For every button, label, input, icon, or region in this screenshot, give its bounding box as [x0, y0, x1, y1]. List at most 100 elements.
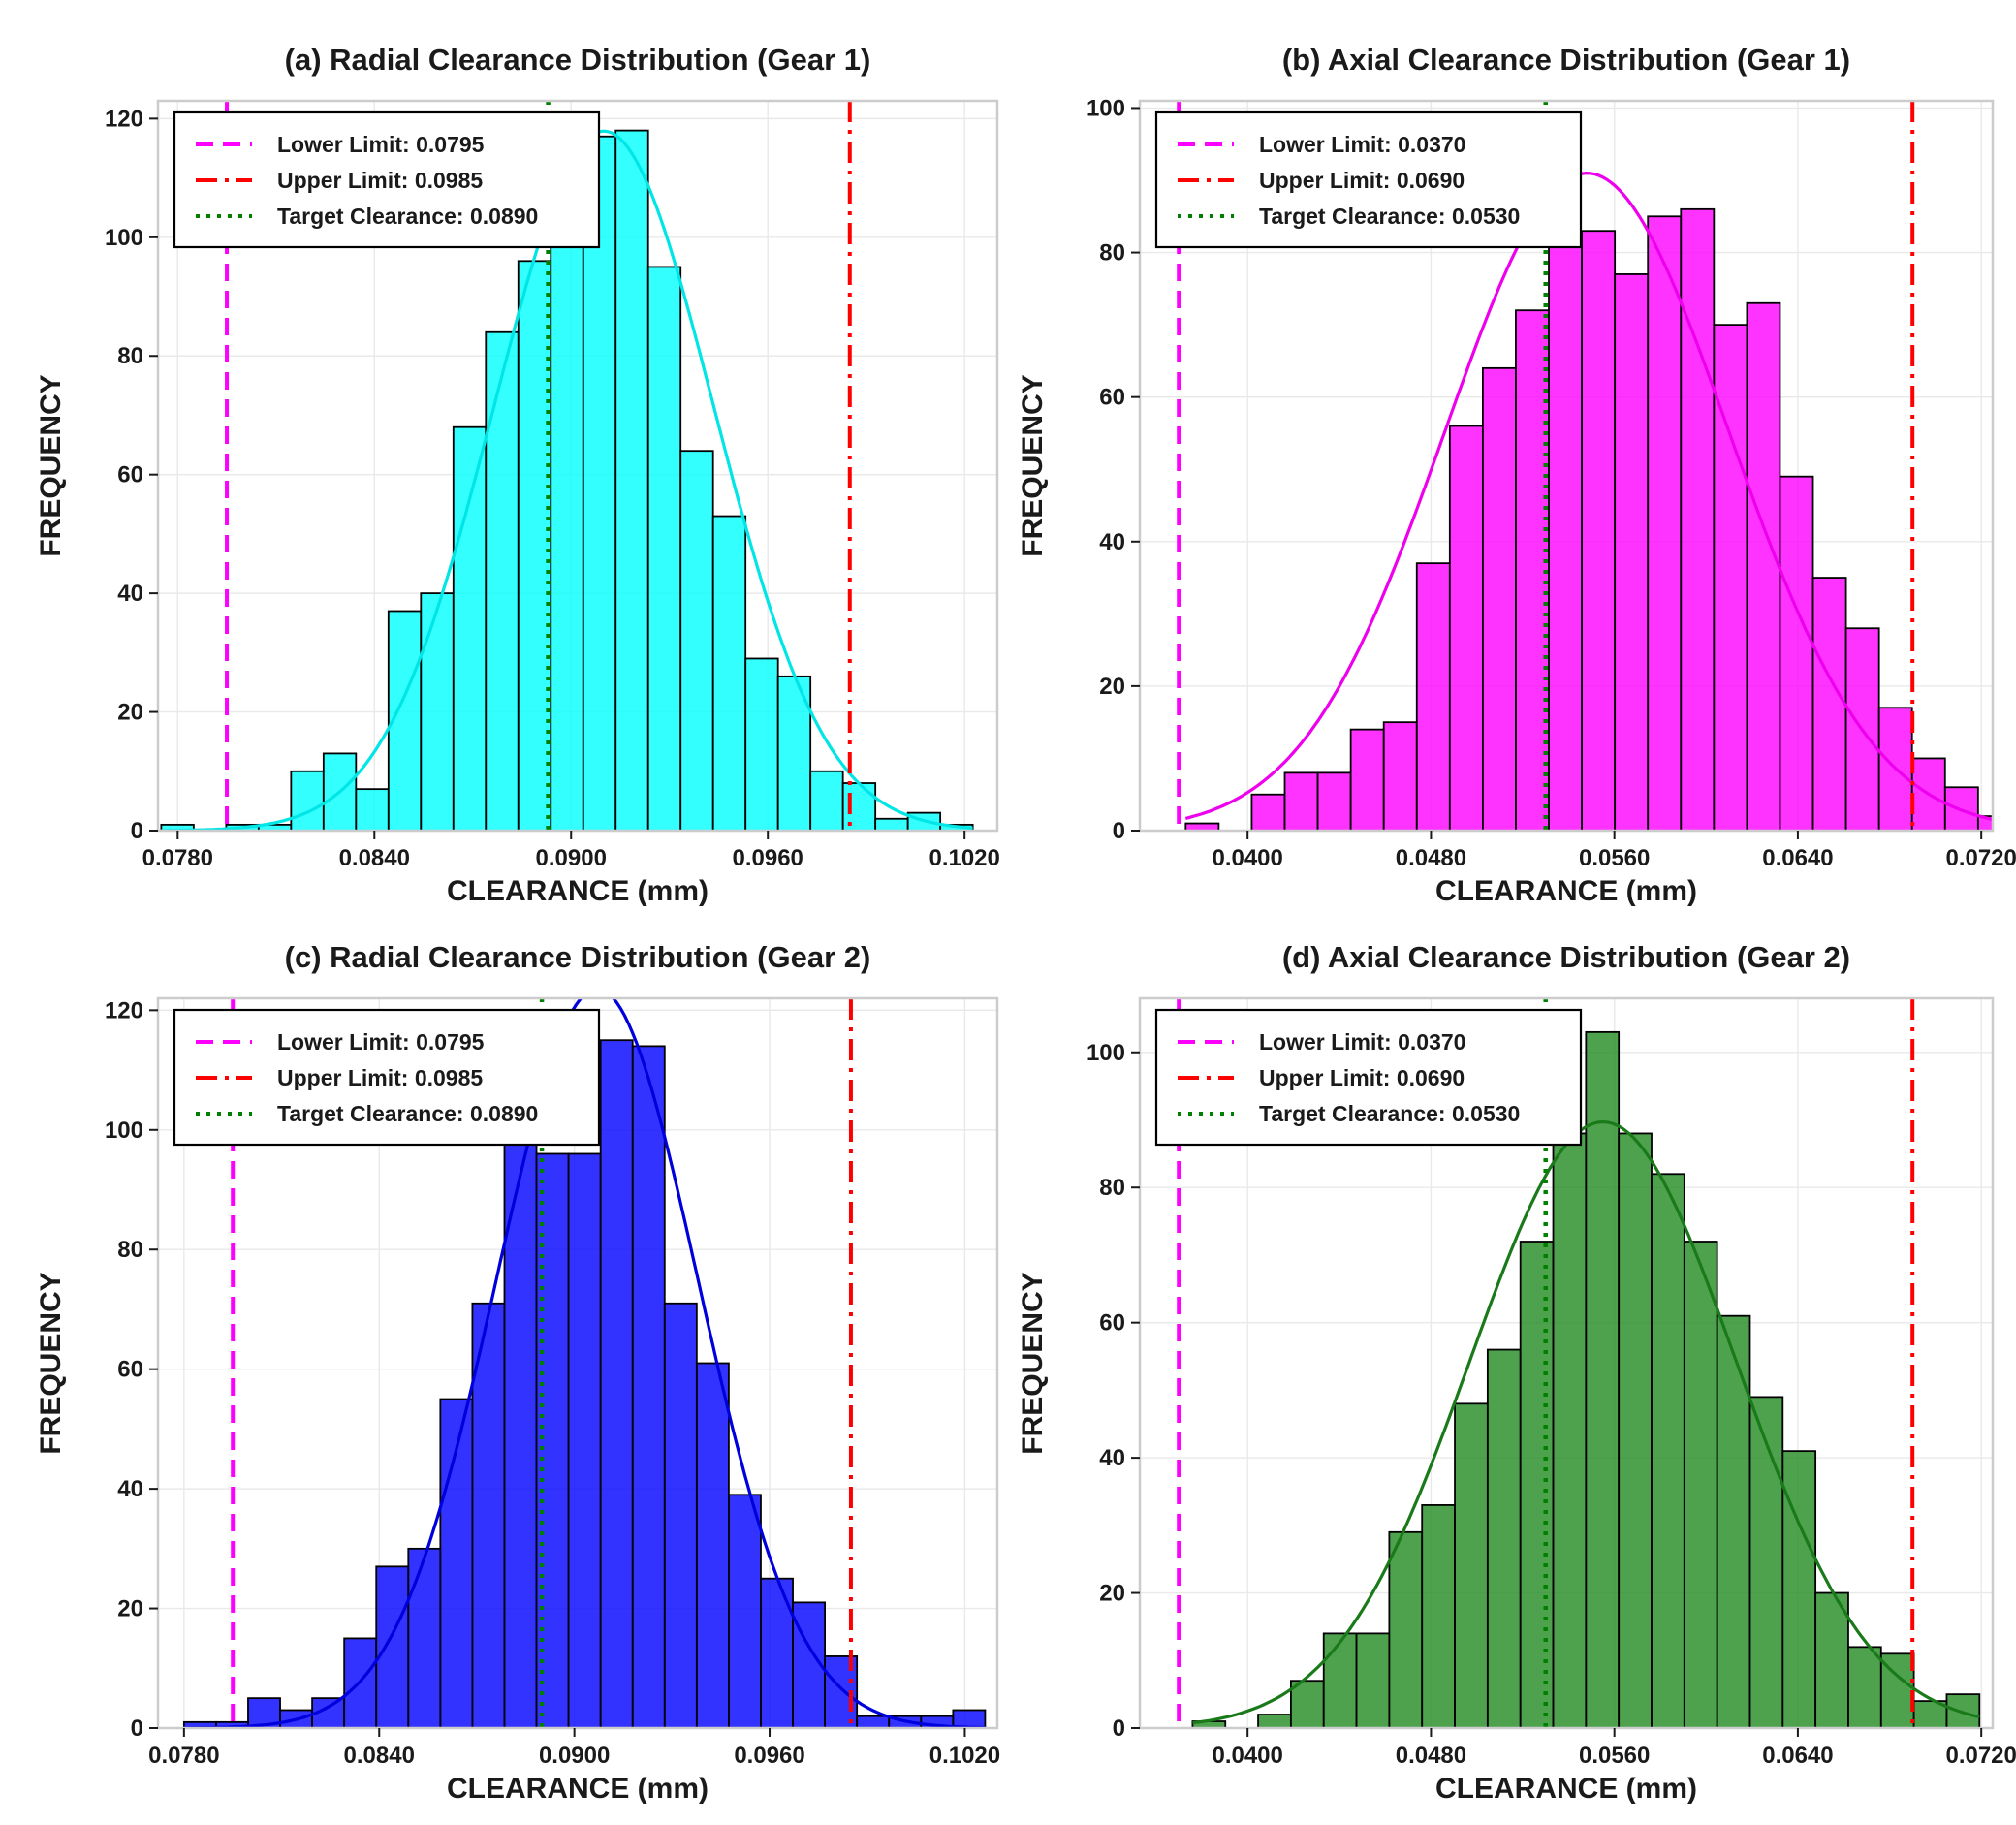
histogram-bar [375, 1565, 410, 1728]
legend-label: Upper Limit: 0.0690 [1259, 168, 1465, 193]
histogram-bar [1814, 1591, 1849, 1728]
y-tick-label: 20 [1099, 1581, 1125, 1607]
y-tick-label: 60 [117, 1357, 143, 1383]
histogram-bar [614, 129, 649, 831]
histogram-bar [290, 770, 325, 831]
legend-label: Lower Limit: 0.0795 [277, 1029, 485, 1054]
y-tick-label: 0 [1113, 1715, 1125, 1742]
histogram-bar [1322, 1632, 1358, 1728]
y-tick-label: 40 [117, 581, 143, 607]
x-tick-label: 0.0960 [734, 1743, 804, 1769]
x-tick-label: 0.0900 [536, 845, 607, 871]
histogram-bar [809, 770, 844, 831]
x-tick-label: 0.0900 [539, 1743, 610, 1769]
y-tick-label: 100 [1087, 95, 1125, 121]
panel-c: 0.0780 0.0840 0.0900 0.0960 0.1020 0 20 40 60 80 1… [35, 940, 1000, 1805]
axes-frame [156, 996, 999, 1730]
histogram-bar [420, 592, 455, 831]
y-tick-label: 0 [131, 1715, 143, 1742]
histogram-bar [1781, 1450, 1817, 1728]
y-tick-label: 20 [1099, 674, 1125, 700]
x-tick-label: 0.0640 [1762, 1743, 1833, 1769]
histogram-bar [744, 657, 779, 831]
legend-label: Upper Limit: 0.0985 [277, 168, 483, 193]
histogram-bar [1585, 1030, 1621, 1728]
legend-label: Lower Limit: 0.0370 [1259, 1029, 1465, 1054]
y-tick-label: 20 [117, 1596, 143, 1622]
x-axis-label: CLEARANCE (mm) [1435, 1773, 1697, 1805]
histogram-bar [1651, 1173, 1685, 1728]
y-tick-label: 40 [117, 1476, 143, 1502]
x-axis-label: CLEARANCE (mm) [447, 1773, 709, 1805]
y-tick-label: 60 [1099, 385, 1125, 411]
x-tick-label: 0.0960 [733, 845, 803, 871]
x-tick-label: 0.0840 [344, 1743, 415, 1769]
x-tick-label: 0.0400 [1212, 1743, 1282, 1769]
legend-label: Target Clearance: 0.0530 [1259, 204, 1520, 229]
y-tick-label: 100 [1087, 1040, 1125, 1066]
histogram-bar [695, 1362, 730, 1728]
histogram-bar [663, 1302, 698, 1728]
x-tick-label: 0.0720 [1945, 845, 2016, 871]
histogram-bar [1847, 1646, 1882, 1728]
histogram-bar [503, 1111, 538, 1728]
histogram-bar [1415, 562, 1451, 831]
histogram-bar [841, 782, 877, 831]
legend-label: Target Clearance: 0.0890 [277, 204, 538, 229]
x-tick-label: 0.0400 [1212, 845, 1282, 871]
legend-label: Upper Limit: 0.0985 [277, 1065, 483, 1090]
histogram-bar [1618, 1132, 1653, 1728]
x-tick-label: 0.0780 [148, 1743, 219, 1769]
histogram-bar [1647, 215, 1683, 831]
x-tick-label: 0.0560 [1579, 845, 1650, 871]
y-tick-label: 80 [1099, 240, 1125, 267]
histogram-bar [452, 425, 488, 831]
kde-curve [1184, 171, 1993, 822]
chart-title: (b) Axial Clearance Distribution (Gear 1… [1282, 43, 1850, 77]
x-axis-label: CLEARANCE (mm) [447, 875, 709, 907]
histogram-bar [1581, 230, 1617, 831]
histogram-bar [679, 450, 714, 831]
histogram-bar [1481, 366, 1517, 831]
histogram-bar [1421, 1504, 1456, 1728]
x-tick-label: 0.0480 [1396, 845, 1466, 871]
histogram-bar [728, 1494, 762, 1728]
histogram-bar [1349, 728, 1385, 831]
histogram-bar [1680, 207, 1716, 831]
histogram-bar [535, 1152, 570, 1728]
chart-title: (c) Radial Clearance Distribution (Gear … [285, 940, 871, 974]
histogram-bar [1250, 793, 1286, 831]
histogram-bar [1283, 771, 1319, 831]
histogram-bar [1184, 822, 1220, 831]
histogram-bar [1683, 1241, 1718, 1728]
histogram-bar [1748, 1396, 1784, 1728]
histogram-bar [1486, 1348, 1522, 1728]
y-axis-label: FREQUENCY [1017, 374, 1049, 556]
y-tick-label: 100 [105, 1117, 143, 1144]
chart-title: (d) Axial Clearance Distribution (Gear 2… [1282, 940, 1850, 974]
histogram-bar [1316, 771, 1352, 831]
y-tick-label: 120 [105, 106, 143, 132]
x-tick-label: 0.1020 [929, 1743, 1000, 1769]
histogram-bar [1548, 244, 1583, 831]
kde-curve [1192, 1119, 1980, 1725]
plot-area [160, 101, 974, 831]
histogram-bar [874, 817, 909, 831]
histogram-bar [517, 260, 552, 831]
x-tick-label: 0.1020 [929, 845, 999, 871]
y-tick-label: 100 [105, 225, 143, 251]
histogram-bar [711, 515, 747, 831]
y-tick-label: 0 [131, 818, 143, 844]
histogram-bar [1519, 1241, 1555, 1728]
y-tick-label: 40 [1099, 529, 1125, 555]
histogram-bar [1448, 425, 1484, 831]
legend: Lower Limit: 0.0370 Upper Limit: 0.0690 Ta… [1154, 1008, 1583, 1147]
histogram-bar [1614, 273, 1650, 831]
y-tick-label: 60 [117, 462, 143, 488]
chart-title: (a) Radial Clearance Distribution (Gear … [285, 43, 871, 77]
x-tick-label: 0.0780 [142, 845, 213, 871]
histogram-bar [160, 823, 195, 831]
legend: Lower Limit: 0.0795 Upper Limit: 0.0985 Ta… [173, 110, 601, 249]
histogram-bar [567, 1152, 602, 1728]
axes-frame [1138, 996, 1995, 1730]
